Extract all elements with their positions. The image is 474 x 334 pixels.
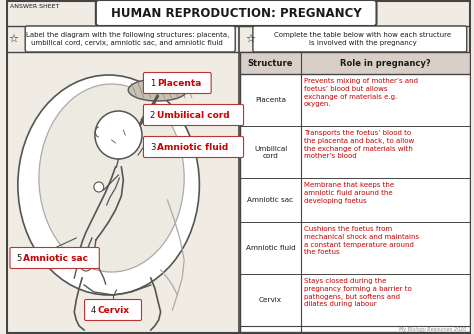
Text: 3: 3 <box>150 143 155 152</box>
Circle shape <box>94 182 104 192</box>
FancyBboxPatch shape <box>144 105 244 126</box>
Text: Umbilical
cord: Umbilical cord <box>254 146 287 159</box>
Bar <box>240 52 470 332</box>
Text: Amniotic sac: Amniotic sac <box>247 197 293 203</box>
Text: is involved with the pregnancy: is involved with the pregnancy <box>309 40 417 46</box>
Text: Amniotic fluid: Amniotic fluid <box>246 245 295 251</box>
Circle shape <box>80 259 92 271</box>
FancyBboxPatch shape <box>253 26 467 52</box>
Text: Structure: Structure <box>248 58 293 67</box>
Text: ☆: ☆ <box>9 34 18 44</box>
Text: Transports the foetus’ blood to
the placenta and back, to allow
the exchange of : Transports the foetus’ blood to the plac… <box>304 130 414 159</box>
Text: Amniotic sac: Amniotic sac <box>23 254 88 263</box>
Text: HUMAN REPRODUCTION: PREGNANCY: HUMAN REPRODUCTION: PREGNANCY <box>111 6 362 19</box>
Text: Placenta: Placenta <box>255 97 286 103</box>
FancyBboxPatch shape <box>25 26 235 52</box>
Text: 1: 1 <box>150 79 155 88</box>
FancyBboxPatch shape <box>10 247 99 269</box>
Circle shape <box>95 111 142 159</box>
Bar <box>240 52 470 74</box>
Text: Prevents mixing of mother’s and
foetus’ blood but allows
exchange of materials e: Prevents mixing of mother’s and foetus’ … <box>304 78 418 107</box>
Text: Cushions the foetus from
mechanical shock and maintains
a constant temperature a: Cushions the foetus from mechanical shoc… <box>304 226 419 255</box>
Text: Stays closed during the
pregnancy forming a barrier to
pathogens, but softens an: Stays closed during the pregnancy formin… <box>304 278 411 307</box>
Ellipse shape <box>39 84 184 272</box>
Text: Role in pregnancy?: Role in pregnancy? <box>340 58 431 67</box>
Bar <box>240 52 470 332</box>
FancyBboxPatch shape <box>84 300 141 321</box>
Text: Amniotic fluid: Amniotic fluid <box>157 143 228 152</box>
Text: Umbilical cord: Umbilical cord <box>157 111 229 120</box>
Text: Complete the table below with how each structure: Complete the table below with how each s… <box>274 32 451 38</box>
Text: My Biology Resources 2020: My Biology Resources 2020 <box>400 327 467 332</box>
Text: Cervix: Cervix <box>259 297 282 303</box>
Text: 4: 4 <box>91 306 96 315</box>
Text: 5: 5 <box>17 254 22 263</box>
FancyBboxPatch shape <box>144 137 244 158</box>
Ellipse shape <box>128 79 187 101</box>
Text: ANSWER SHEET: ANSWER SHEET <box>9 3 59 8</box>
Text: 2: 2 <box>150 111 155 120</box>
Text: ☆: ☆ <box>245 34 255 44</box>
Text: Placenta: Placenta <box>157 79 201 88</box>
Ellipse shape <box>18 75 200 295</box>
FancyBboxPatch shape <box>144 72 211 94</box>
Text: Label the diagram with the following structures: placenta,: Label the diagram with the following str… <box>26 32 229 38</box>
Text: Cervix: Cervix <box>98 306 130 315</box>
Text: Membrane that keeps the
amniotic fluid around the
developing foetus: Membrane that keeps the amniotic fluid a… <box>304 182 394 203</box>
Text: umbilical cord, cervix, amniotic sac, and amniotic fluid: umbilical cord, cervix, amniotic sac, an… <box>31 40 223 46</box>
FancyBboxPatch shape <box>96 0 376 26</box>
